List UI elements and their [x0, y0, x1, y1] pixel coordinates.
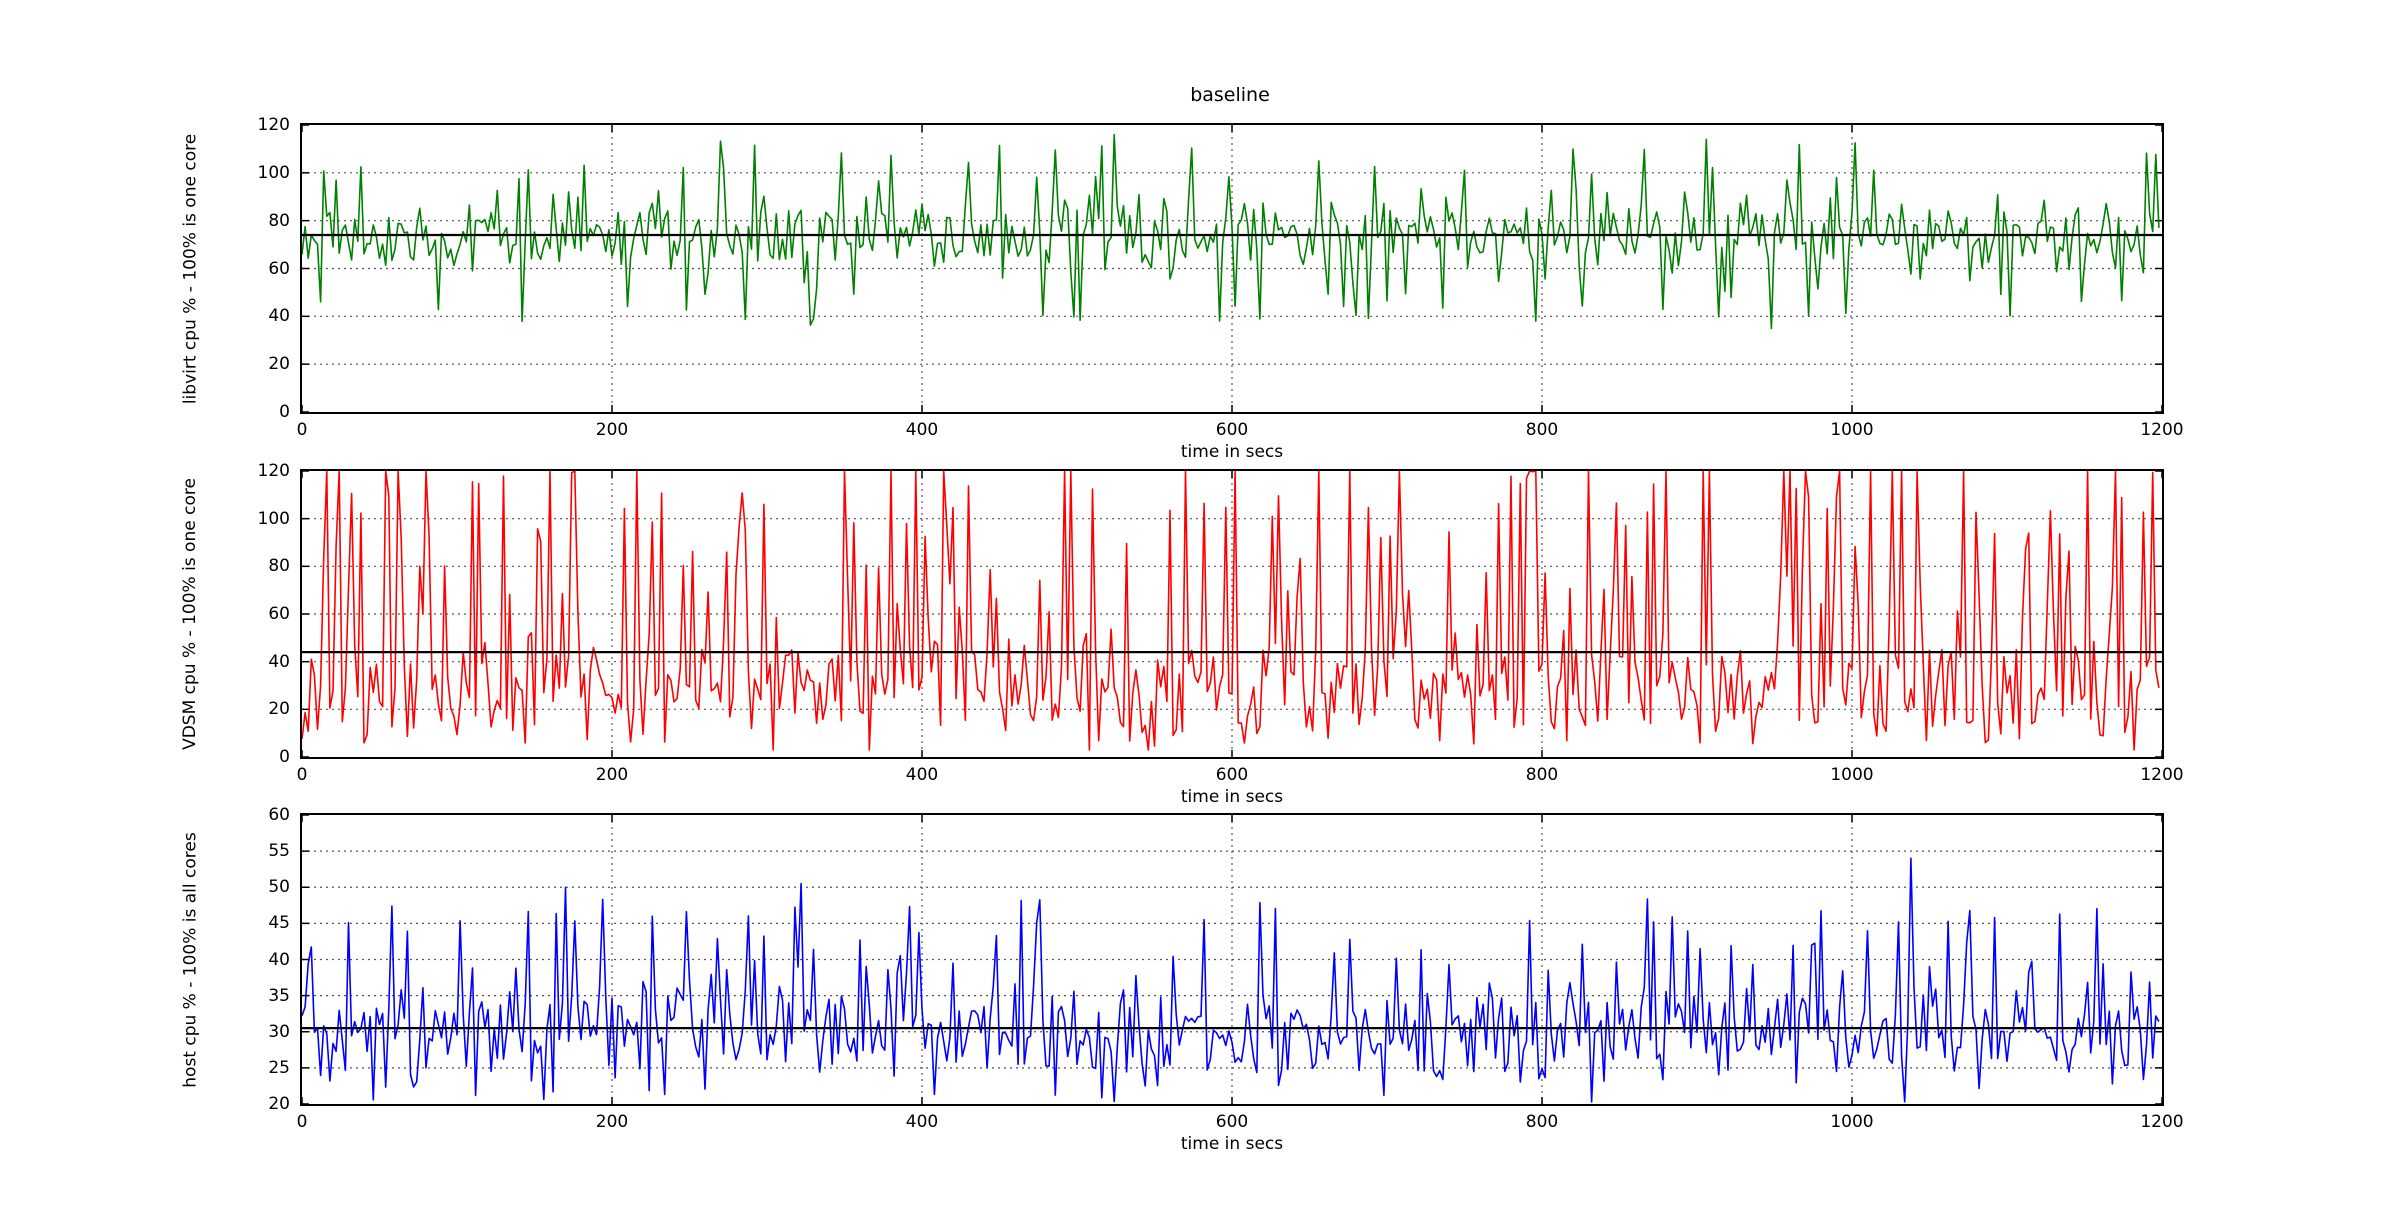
vdsm-cpu-ytick-label-40: 40: [268, 651, 290, 672]
libvirt-cpu-series-line: [302, 133, 2160, 330]
host-cpu-ytick-label-30: 30: [268, 1021, 290, 1042]
host-cpu-ytick-label-55: 55: [268, 841, 290, 862]
vdsm-cpu-y-axis-label: VDSM cpu % - 100% is one core: [180, 478, 200, 750]
vdsm-cpu-x-axis-label: time in secs: [1180, 787, 1284, 807]
host-cpu-plot-area: [302, 815, 2162, 1104]
vdsm-cpu-ytick-label-100: 100: [257, 508, 290, 529]
vdsm-cpu-chart: 0 20 40 60 80 100 120 0 200 400 600 800 1000 1200 VDSM…: [180, 461, 2184, 807]
vdsm-cpu-plot-area: [302, 471, 2162, 757]
libvirt-cpu-ytick-label-40: 40: [268, 306, 290, 327]
libvirt-cpu-xtick-label-800: 800: [1525, 420, 1559, 440]
libvirt-cpu-ytick-label-80: 80: [268, 210, 290, 231]
vdsm-cpu-ytick-label-120: 120: [257, 461, 290, 481]
vdsm-cpu-xtick-label-1000: 1000: [1830, 765, 1874, 785]
libvirt-cpu-xtick-label-200: 200: [595, 420, 629, 440]
host-cpu-ytick-label-20: 20: [268, 1094, 290, 1114]
libvirt-cpu-ytick-label-0: 0: [279, 402, 290, 422]
host-cpu-ytick-label-45: 45: [268, 913, 290, 934]
libvirt-cpu-xtick-label-0: 0: [296, 420, 308, 440]
vdsm-cpu-xtick-label-200: 200: [595, 765, 629, 785]
libvirt-cpu-ytick-label-20: 20: [268, 354, 290, 375]
host-cpu-series-line: [302, 857, 2160, 1103]
vdsm-cpu-xtick-label-400: 400: [905, 765, 939, 785]
host-cpu-xtick-label-600: 600: [1215, 1112, 1249, 1132]
vdsm-cpu-xtick-label-1200: 1200: [2140, 765, 2184, 785]
vdsm-cpu-ytick-label-60: 60: [268, 604, 290, 624]
vdsm-cpu-xtick-label-0: 0: [296, 765, 308, 785]
host-cpu-xtick-label-200: 200: [595, 1112, 629, 1132]
libvirt-cpu-chart: 0 20 40 60 80 100 120 0 200 400 600 800 1000 1200 libv…: [180, 115, 2184, 462]
libvirt-cpu-plot-area: [302, 125, 2162, 412]
vdsm-cpu-ytick-label-80: 80: [268, 556, 290, 577]
host-cpu-ytick-label-40: 40: [268, 949, 290, 970]
libvirt-cpu-ytick-label-120: 120: [257, 115, 290, 135]
libvirt-cpu-xtick-label-1000: 1000: [1830, 420, 1874, 440]
libvirt-cpu-x-axis-label: time in secs: [1180, 442, 1284, 462]
host-cpu-xtick-label-0: 0: [296, 1112, 308, 1132]
vdsm-cpu-ytick-label-0: 0: [279, 747, 290, 767]
chart-title: baseline: [1190, 84, 1270, 106]
vdsm-cpu-ytick-label-20: 20: [268, 699, 290, 720]
host-cpu-ytick-label-25: 25: [268, 1057, 290, 1078]
host-cpu-ytick-label-50: 50: [268, 877, 290, 898]
vdsm-cpu-xtick-label-800: 800: [1525, 765, 1559, 785]
host-cpu-x-axis-label: time in secs: [1180, 1134, 1284, 1154]
host-cpu-xtick-label-400: 400: [905, 1112, 939, 1132]
host-cpu-xtick-label-1200: 1200: [2140, 1112, 2184, 1132]
host-cpu-ytick-label-35: 35: [268, 985, 290, 1006]
libvirt-cpu-y-axis-label: libvirt cpu % - 100% is one core: [180, 133, 200, 404]
vdsm-cpu-series-line: [302, 471, 2160, 751]
libvirt-cpu-xtick-label-400: 400: [905, 420, 939, 440]
host-cpu-ytick-label-60: 60: [268, 805, 290, 825]
host-cpu-y-axis-label: host cpu % - 100% is all cores: [180, 831, 200, 1088]
host-cpu-xtick-label-1000: 1000: [1830, 1112, 1874, 1132]
libvirt-cpu-xtick-label-600: 600: [1215, 420, 1249, 440]
host-cpu-xtick-label-800: 800: [1525, 1112, 1559, 1132]
vdsm-cpu-xtick-label-600: 600: [1215, 765, 1249, 785]
host-cpu-chart: 20 25 30 35 40 45 50 55 60 0 200 400 600 800 1000 1200 h…: [180, 805, 2184, 1154]
libvirt-cpu-ytick-label-100: 100: [257, 162, 290, 183]
libvirt-cpu-ytick-label-60: 60: [268, 258, 290, 279]
libvirt-cpu-xtick-label-1200: 1200: [2140, 420, 2184, 440]
